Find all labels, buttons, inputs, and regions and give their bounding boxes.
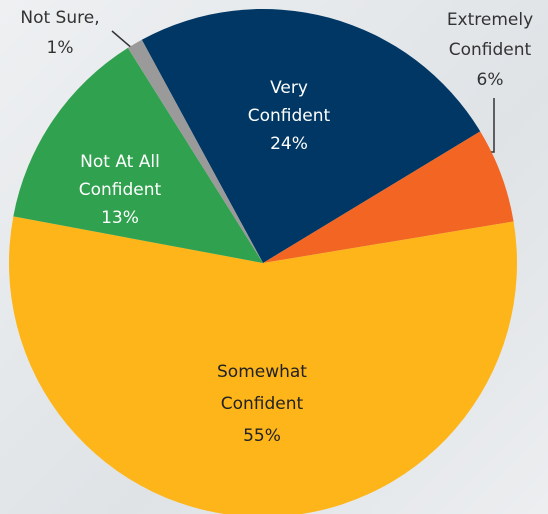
slice-label: Confident xyxy=(221,394,304,414)
pie-slice xyxy=(13,47,263,263)
slice-label: Somewhat xyxy=(217,362,307,382)
slice-label: Not Sure, xyxy=(20,8,99,28)
slice-label: Extremely xyxy=(447,10,533,30)
slice-label: Very xyxy=(270,78,308,98)
pie-slice xyxy=(263,131,514,263)
value-label: 55% xyxy=(243,426,281,446)
value-label: 6% xyxy=(477,70,504,90)
pie-slice xyxy=(141,9,481,264)
slice-label: Confident xyxy=(248,106,331,126)
value-label: 24% xyxy=(270,134,308,154)
value-label: 1% xyxy=(47,38,74,58)
value-label: 13% xyxy=(101,208,139,228)
leader-line xyxy=(111,30,134,50)
pie-slice xyxy=(127,39,263,263)
slice-label: Confident xyxy=(449,40,532,60)
pie-slice xyxy=(9,216,517,514)
slice-label: Confident xyxy=(79,180,162,200)
slice-label: Not At All xyxy=(80,152,160,172)
